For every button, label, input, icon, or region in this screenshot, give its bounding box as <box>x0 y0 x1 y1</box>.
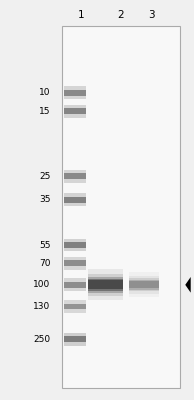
Bar <box>88 274 123 296</box>
Text: 250: 250 <box>33 335 50 344</box>
Bar <box>88 270 123 300</box>
Text: 10: 10 <box>39 88 50 98</box>
Bar <box>62 26 180 388</box>
Bar <box>64 238 86 252</box>
Bar <box>64 173 86 179</box>
Bar <box>129 276 159 294</box>
Bar <box>64 304 86 310</box>
Bar <box>64 278 86 291</box>
Polygon shape <box>185 277 191 293</box>
Bar <box>88 280 123 289</box>
Bar <box>88 277 123 293</box>
Bar <box>64 193 86 206</box>
Bar <box>64 104 86 118</box>
Bar <box>64 108 86 114</box>
Text: 25: 25 <box>39 172 50 181</box>
Bar <box>64 336 86 342</box>
Text: 130: 130 <box>33 302 50 311</box>
Bar <box>64 197 86 203</box>
Text: 15: 15 <box>39 106 50 116</box>
Bar <box>129 272 159 298</box>
Text: 1: 1 <box>78 10 85 20</box>
Text: 100: 100 <box>33 280 50 289</box>
Text: 35: 35 <box>39 195 50 204</box>
Bar <box>129 278 159 291</box>
Text: 3: 3 <box>148 10 155 20</box>
Bar <box>64 86 86 100</box>
Bar <box>64 333 86 346</box>
Bar <box>129 280 159 290</box>
Bar <box>64 260 86 266</box>
Bar <box>64 282 86 288</box>
Bar <box>64 242 86 248</box>
Bar <box>64 170 86 183</box>
Bar <box>64 257 86 270</box>
Text: 55: 55 <box>39 240 50 250</box>
Bar <box>64 90 86 96</box>
Bar <box>88 279 123 290</box>
Text: 2: 2 <box>117 10 124 20</box>
Text: 70: 70 <box>39 259 50 268</box>
Bar <box>64 300 86 313</box>
Bar <box>129 281 159 288</box>
